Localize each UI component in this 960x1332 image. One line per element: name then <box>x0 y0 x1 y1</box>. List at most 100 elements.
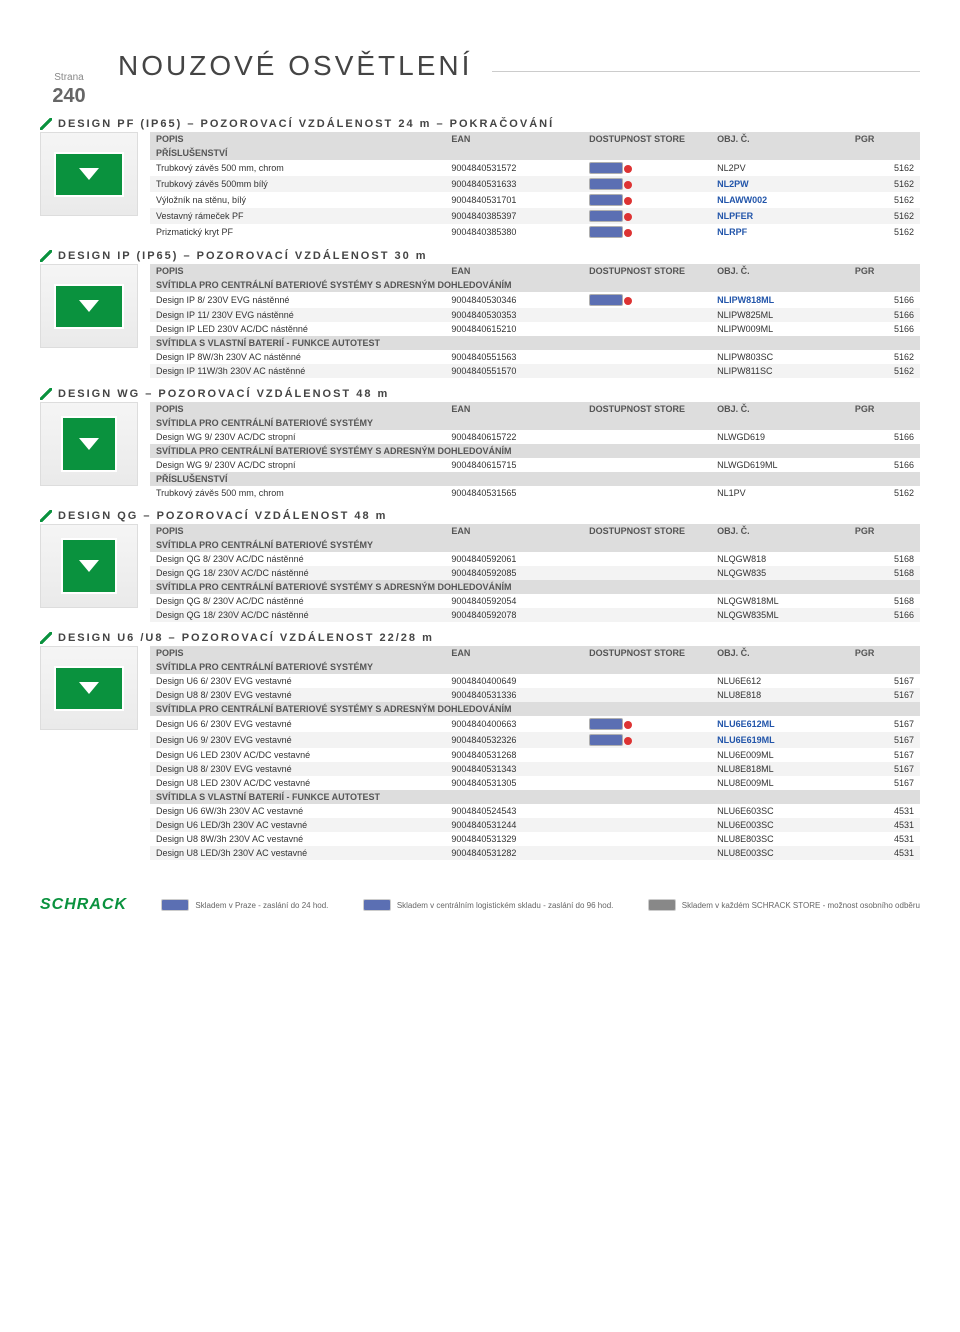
cell-description: Design IP 11W/3h 230V AC nástěnné <box>156 366 451 376</box>
table-row: Design U8 8W/3h 230V AC vestavné90048405… <box>150 832 920 846</box>
cell-order-code: NLIPW818ML <box>717 295 855 305</box>
table-row: Prizmatický kryt PF9004840385380NLRPF516… <box>150 224 920 240</box>
section-slash-icon <box>40 632 52 644</box>
cell-availability <box>589 210 717 222</box>
cell-ean: 9004840385380 <box>451 227 589 237</box>
cell-ean: 9004840531282 <box>451 848 589 858</box>
cell-availability <box>589 162 717 174</box>
footer-text-2: Skladem v centrálním logistickém skladu … <box>397 901 614 910</box>
cell-order-code: NLU6E619ML <box>717 735 855 745</box>
table-row: Design QG 18/ 230V AC/DC nástěnné9004840… <box>150 608 920 622</box>
truck-icon <box>161 899 189 911</box>
cell-pgr: 5162 <box>855 211 914 221</box>
availability-icon <box>589 210 623 222</box>
section-slash-icon <box>40 510 52 522</box>
table-subheader: SVÍTIDLA S VLASTNÍ BATERIÍ - FUNKCE AUTO… <box>150 336 920 350</box>
table-row: Design U6 6W/3h 230V AC vestavné90048405… <box>150 804 920 818</box>
cell-order-code: NLU6E603SC <box>717 806 855 816</box>
table-row: Design IP 11/ 230V EVG nástěnné900484053… <box>150 308 920 322</box>
cell-order-code: NLU8E803SC <box>717 834 855 844</box>
availability-icon <box>589 178 623 190</box>
availability-icon <box>589 194 623 206</box>
section-title: DESIGN PF (IP65) – POZOROVACÍ VZDÁLENOST… <box>58 118 554 130</box>
table-subheader: SVÍTIDLA PRO CENTRÁLNÍ BATERIOVÉ SYSTÉMY… <box>150 444 920 458</box>
section-title: DESIGN QG – POZOROVACÍ VZDÁLENOST 48 m <box>58 510 387 522</box>
table-row: Design U6 LED 230V AC/DC vestavné9004840… <box>150 748 920 762</box>
cell-pgr: 5168 <box>855 568 914 578</box>
cell-order-code: NLU6E612 <box>717 676 855 686</box>
cell-description: Design U8 LED 230V AC/DC vestavné <box>156 778 451 788</box>
cell-order-code: NLRPF <box>717 227 855 237</box>
cell-pgr: 5162 <box>855 366 914 376</box>
section-title: DESIGN WG – POZOROVACÍ VZDÁLENOST 48 m <box>58 388 389 400</box>
cell-description: Vestavný rámeček PF <box>156 211 451 221</box>
cell-order-code: NL2PW <box>717 179 855 189</box>
table-row: Design U6 9/ 230V EVG vestavné9004840532… <box>150 732 920 748</box>
cell-description: Design IP 8W/3h 230V AC nástěnné <box>156 352 451 362</box>
cell-availability <box>589 718 717 730</box>
cell-order-code: NLWGD619ML <box>717 460 855 470</box>
cell-ean: 9004840531244 <box>451 820 589 830</box>
table-header: POPISEANDOSTUPNOST STOREOBJ. Č.PGR <box>150 402 920 416</box>
title-rule <box>492 71 920 72</box>
cell-ean: 9004840551570 <box>451 366 589 376</box>
table-header: POPISEANDOSTUPNOST STOREOBJ. Č.PGR <box>150 132 920 146</box>
cell-availability <box>589 294 717 306</box>
cell-description: Výložník na stěnu, bílý <box>156 195 451 205</box>
cell-description: Design IP 8/ 230V EVG nástěnné <box>156 295 451 305</box>
table-subheader: SVÍTIDLA PRO CENTRÁLNÍ BATERIOVÉ SYSTÉMY… <box>150 278 920 292</box>
cell-pgr: 5166 <box>855 324 914 334</box>
cell-pgr: 4531 <box>855 834 914 844</box>
table-subheader: SVÍTIDLA PRO CENTRÁLNÍ BATERIOVÉ SYSTÉMY <box>150 416 920 430</box>
cell-pgr: 5166 <box>855 460 914 470</box>
table-row: Design IP LED 230V AC/DC nástěnné9004840… <box>150 322 920 336</box>
table-row: Design QG 8/ 230V AC/DC nástěnné90048405… <box>150 552 920 566</box>
table-subheader: SVÍTIDLA PRO CENTRÁLNÍ BATERIOVÉ SYSTÉMY <box>150 660 920 674</box>
cell-order-code: NLU6E009ML <box>717 750 855 760</box>
cell-description: Design U8 8/ 230V EVG vestavné <box>156 690 451 700</box>
cell-pgr: 5167 <box>855 764 914 774</box>
cell-pgr: 4531 <box>855 848 914 858</box>
cell-ean: 9004840531633 <box>451 179 589 189</box>
table-subheader: SVÍTIDLA PRO CENTRÁLNÍ BATERIOVÉ SYSTÉMY <box>150 538 920 552</box>
cell-pgr: 4531 <box>855 820 914 830</box>
cell-description: Design QG 8/ 230V AC/DC nástěnné <box>156 596 451 606</box>
cell-description: Design U6 6/ 230V EVG vestavné <box>156 719 451 729</box>
cell-order-code: NLU8E818 <box>717 690 855 700</box>
table-row: Design IP 8W/3h 230V AC nástěnné90048405… <box>150 350 920 364</box>
truck-icon <box>363 899 391 911</box>
page-number-box: Strana 240 <box>40 72 98 108</box>
cell-order-code: NLIPW803SC <box>717 352 855 362</box>
cell-order-code: NLIPW825ML <box>717 310 855 320</box>
product-thumbnail <box>40 402 138 486</box>
cell-order-code: NLAWW002 <box>717 195 855 205</box>
table-row: Design WG 9/ 230V AC/DC stropní900484061… <box>150 430 920 444</box>
table-subheader: SVÍTIDLA PRO CENTRÁLNÍ BATERIOVÉ SYSTÉMY… <box>150 580 920 594</box>
cell-availability <box>589 178 717 190</box>
cell-ean: 9004840385397 <box>451 211 589 221</box>
cell-pgr: 5162 <box>855 163 914 173</box>
availability-icon <box>589 294 623 306</box>
product-thumbnail <box>40 646 138 730</box>
section-title: DESIGN U6 /U8 – POZOROVACÍ VZDÁLENOST 22… <box>58 632 434 644</box>
cell-pgr: 5162 <box>855 227 914 237</box>
table-row: Výložník na stěnu, bílý9004840531701NLAW… <box>150 192 920 208</box>
table-row: Design IP 11W/3h 230V AC nástěnné9004840… <box>150 364 920 378</box>
cell-ean: 9004840532326 <box>451 735 589 745</box>
table-row: Design QG 18/ 230V AC/DC nástěnné9004840… <box>150 566 920 580</box>
cell-ean: 9004840615722 <box>451 432 589 442</box>
cell-order-code: NLIPW009ML <box>717 324 855 334</box>
cell-pgr: 4531 <box>855 806 914 816</box>
cell-order-code: NLU6E003SC <box>717 820 855 830</box>
cell-description: Design QG 18/ 230V AC/DC nástěnné <box>156 610 451 620</box>
cell-pgr: 5166 <box>855 432 914 442</box>
cell-ean: 9004840615715 <box>451 460 589 470</box>
cell-order-code: NLQGW835 <box>717 568 855 578</box>
table-header: POPISEANDOSTUPNOST STOREOBJ. Č.PGR <box>150 264 920 278</box>
cell-pgr: 5162 <box>855 488 914 498</box>
cell-ean: 9004840551563 <box>451 352 589 362</box>
main-title: NOUZOVÉ OSVĚTLENÍ <box>118 50 472 82</box>
cell-description: Design U8 LED/3h 230V AC vestavné <box>156 848 451 858</box>
cell-availability <box>589 194 717 206</box>
page-footer: SCHRACK Skladem v Praze - zaslání do 24 … <box>0 896 960 934</box>
